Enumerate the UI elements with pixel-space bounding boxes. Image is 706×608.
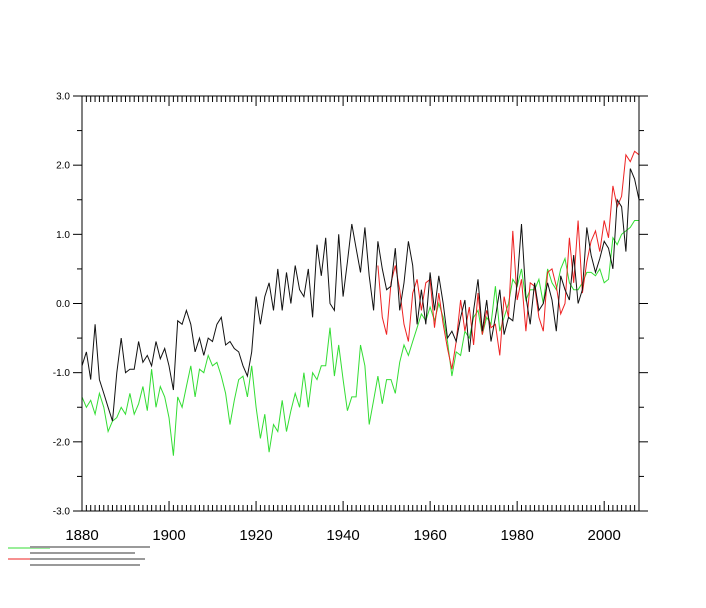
y-tick-label: 0.0 xyxy=(56,299,70,310)
y-tick-label: 2.0 xyxy=(56,161,70,172)
x-tick-label: 1960 xyxy=(413,527,446,544)
y-tick-label: 1.0 xyxy=(56,230,70,241)
x-tick-label: 1880 xyxy=(65,527,98,544)
y-tick-label: -3.0 xyxy=(53,507,71,518)
y-tick-label: -2.0 xyxy=(53,437,71,448)
x-tick-label: 1900 xyxy=(152,527,185,544)
y-tick-label: -1.0 xyxy=(53,368,71,379)
x-tick-labels: 1880 1900 1920 1940 1960 1980 2000 xyxy=(65,527,621,544)
series-line-2 xyxy=(81,220,639,456)
legend-text-red xyxy=(30,558,145,560)
y-tick-label: 3.0 xyxy=(56,92,70,103)
legend-text-black xyxy=(30,552,135,554)
tick-layer xyxy=(73,95,648,512)
legend-text-green xyxy=(30,546,150,548)
x-tick-label: 1980 xyxy=(500,527,533,544)
x-tick-label: 1940 xyxy=(326,527,359,544)
legend xyxy=(8,546,150,566)
x-tick-label: 2000 xyxy=(588,527,621,544)
series-line-0 xyxy=(81,168,640,422)
x-tick-label: 1920 xyxy=(239,527,272,544)
series-layer xyxy=(81,150,640,456)
y-tick-labels: -3.0 -2.0 -1.0 0.0 1.0 2.0 3.0 xyxy=(53,92,71,518)
legend-text-extra xyxy=(30,564,140,566)
